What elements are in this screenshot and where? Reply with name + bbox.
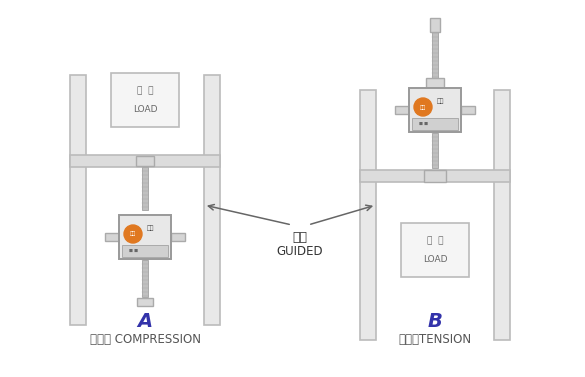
Text: 倒立式TENSION: 倒立式TENSION [398, 333, 472, 346]
Text: 负  载: 负 载 [426, 236, 443, 245]
Circle shape [124, 225, 142, 243]
Bar [142, 167, 148, 210]
Bar [171, 233, 185, 241]
Text: B: B [428, 312, 442, 331]
Bar [360, 90, 376, 340]
Text: 直立式 COMPRESSION: 直立式 COMPRESSION [90, 333, 201, 346]
Text: A: A [137, 312, 153, 331]
Text: 负  载: 负 载 [137, 86, 153, 95]
Text: 羅升: 羅升 [130, 231, 136, 236]
Text: LOAD: LOAD [423, 254, 448, 264]
Text: GUIDED: GUIDED [277, 245, 324, 258]
Bar [409, 88, 461, 132]
Bar [122, 245, 168, 257]
Text: 导柱: 导柱 [292, 231, 308, 244]
Text: 螺升: 螺升 [146, 225, 154, 231]
Bar [461, 106, 475, 114]
Bar [424, 170, 446, 182]
Text: 羅升: 羅升 [420, 104, 426, 109]
Bar [426, 78, 444, 88]
Bar [142, 260, 148, 297]
Bar [111, 73, 179, 127]
Text: ■ ■: ■ ■ [419, 122, 428, 126]
Bar [105, 233, 119, 241]
Bar [430, 18, 440, 32]
Bar [360, 170, 510, 182]
Bar [395, 106, 409, 114]
Circle shape [414, 98, 432, 116]
Bar [70, 75, 86, 325]
Bar [204, 75, 220, 325]
Bar [137, 298, 153, 306]
Bar [494, 90, 510, 340]
Text: 螺升: 螺升 [436, 98, 444, 104]
Text: LOAD: LOAD [133, 104, 157, 113]
Bar [119, 215, 171, 259]
Text: ■ ■: ■ ■ [129, 249, 138, 253]
Bar [70, 155, 220, 167]
Bar [412, 118, 458, 130]
Bar [136, 156, 154, 166]
Bar [401, 223, 469, 277]
Bar [432, 25, 438, 87]
Bar [432, 133, 438, 168]
